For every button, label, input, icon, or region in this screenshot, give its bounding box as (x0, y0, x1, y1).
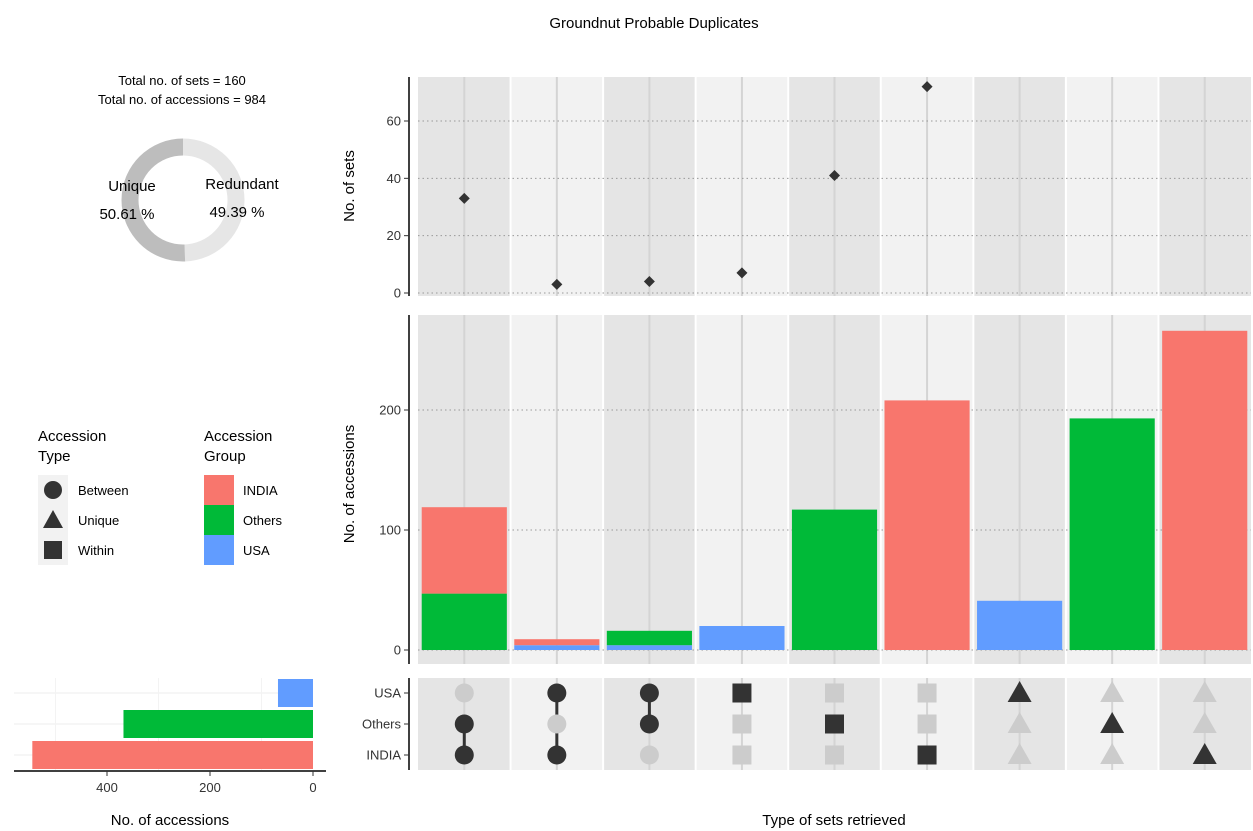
matrix-dot-active (454, 745, 474, 765)
sets-point (643, 276, 655, 288)
matrix-dot-inactive (454, 683, 474, 703)
matrix-dot-active (639, 683, 659, 703)
legend-group-entries: INDIA Others USA (204, 475, 283, 565)
triangle-icon (43, 510, 63, 528)
legend-type-label: Within (78, 543, 114, 558)
total-sets-text: Total no. of sets = 160 (118, 73, 246, 88)
matrix-triangle-inactive (1192, 681, 1217, 702)
legend: Accession Type Between Unique Within Acces… (38, 428, 283, 565)
sets-tick-label: 60 (387, 114, 401, 129)
legend-group-swatch (204, 505, 234, 535)
redundant-label: Redundant (205, 176, 279, 193)
matrix-dot-active (454, 714, 474, 734)
matrix-square-inactive (825, 745, 844, 765)
bar-segment-india (421, 507, 507, 594)
accessions-panel: 0 100 200 (379, 315, 1251, 664)
sets-point (829, 169, 840, 181)
bar-segment-others (1069, 418, 1155, 650)
sets-point (551, 278, 563, 290)
group-totals-panel: 0 200 400 (14, 678, 326, 795)
accessions-tick-label: 0 (394, 643, 401, 658)
totals-bar-usa (277, 679, 313, 707)
bar-segment-others (791, 509, 878, 650)
accessions-tick-label: 100 (379, 523, 401, 538)
bar-segment-usa (977, 600, 1063, 650)
accessions-tick-label: 200 (379, 403, 401, 418)
matrix-square-inactive (917, 714, 937, 734)
legend-type-label: Between (78, 483, 129, 498)
unique-label: Unique (108, 178, 156, 195)
matrix-triangle-active (1192, 743, 1217, 764)
matrix-row-label: INDIA (366, 748, 401, 763)
legend-type-title-line2: Type (38, 448, 71, 465)
matrix-square-active (732, 683, 752, 703)
matrix-square-active (917, 745, 937, 765)
matrix-triangle-inactive (1192, 712, 1217, 733)
sets-point (921, 81, 933, 93)
accessions-y-axis-label: No. of accessions (341, 425, 358, 543)
matrix-triangle-inactive (1007, 743, 1032, 764)
totals-bar-india (32, 741, 313, 769)
matrix-row-label: USA (374, 686, 401, 701)
matrix-dot-inactive (639, 745, 659, 765)
totals-x-axis-label: No. of accessions (111, 812, 229, 829)
square-icon (44, 541, 62, 559)
bar-segment-india (514, 639, 600, 646)
matrix-triangle-inactive (1100, 681, 1125, 702)
summary-donut (121, 138, 245, 262)
legend-group-swatch (204, 535, 234, 565)
legend-group-title-line1: Accession (204, 428, 272, 445)
legend-type-label: Unique (78, 513, 119, 528)
totals-bar-others (123, 710, 313, 738)
matrix-dot-active (547, 683, 567, 703)
matrix-triangle-inactive (1100, 743, 1125, 764)
matrix-square-active (825, 714, 844, 734)
matrix-triangle-active (1100, 712, 1125, 733)
matrix-dot-inactive (547, 714, 567, 734)
matrix-square-inactive (825, 683, 844, 703)
legend-type-entries: Between Unique Within (38, 475, 129, 565)
matrix-square-inactive (732, 714, 752, 734)
bar-segment-usa (699, 626, 785, 650)
bar-segment-others (421, 593, 507, 650)
donut-slice-unique (121, 138, 245, 262)
unique-percent: 50.61 % (99, 206, 154, 223)
matrix-square-inactive (917, 683, 937, 703)
circle-icon (44, 481, 62, 499)
x-axis-label: Type of sets retrieved (762, 812, 905, 829)
matrix-dot-active (639, 714, 659, 734)
matrix-triangle-inactive (1007, 712, 1032, 733)
legend-group-label: INDIA (243, 483, 278, 498)
chart-title: Groundnut Probable Duplicates (549, 15, 758, 32)
matrix-triangle-active (1007, 681, 1032, 702)
sets-tick-label: 0 (394, 286, 401, 301)
legend-group-swatch (204, 475, 234, 505)
bar-segment-others (606, 630, 692, 646)
totals-tick-label: 0 (309, 780, 316, 795)
bar-segment-india (884, 400, 970, 650)
sets-panel: 0 20 40 60 (387, 77, 1251, 301)
bar-segment-usa (514, 645, 600, 650)
totals-tick-label: 400 (96, 780, 118, 795)
legend-group-label: Others (243, 513, 283, 528)
redundant-percent: 49.39 % (209, 204, 264, 221)
sets-y-axis-label: No. of sets (341, 150, 358, 222)
bar-segment-usa (606, 645, 692, 650)
summary-panel: Total no. of sets = 160 Total no. of acc… (98, 73, 280, 262)
legend-group-label: USA (243, 543, 270, 558)
legend-group-title-line2: Group (204, 448, 246, 465)
intersection-matrix: USA Others INDIA (362, 678, 1251, 770)
sets-point (458, 192, 470, 204)
sets-tick-label: 20 (387, 228, 401, 243)
bar-segment-india (1162, 330, 1248, 650)
sets-tick-label: 40 (387, 171, 401, 186)
totals-tick-label: 200 (199, 780, 221, 795)
matrix-row-label: Others (362, 717, 402, 732)
sets-point (736, 267, 748, 279)
matrix-dot-active (547, 745, 567, 765)
legend-type-title-line1: Accession (38, 428, 106, 445)
total-accessions-text: Total no. of accessions = 984 (98, 92, 266, 107)
matrix-square-inactive (732, 745, 752, 765)
